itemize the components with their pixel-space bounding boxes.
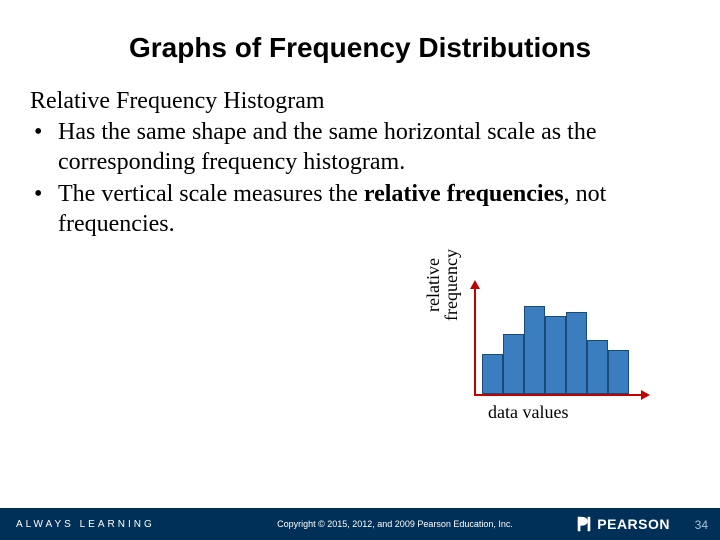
x-axis-label: data values — [488, 402, 568, 423]
bar — [587, 340, 608, 394]
slide: Graphs of Frequency Distributions Relati… — [0, 0, 720, 540]
bullet-list: Has the same shape and the same horizont… — [30, 117, 690, 239]
bar — [524, 306, 545, 394]
bar — [503, 334, 524, 394]
slide-number: 34 — [695, 518, 708, 532]
copyright-text: Copyright © 2015, 2012, and 2009 Pearson… — [155, 519, 576, 529]
slide-title: Graphs of Frequency Distributions — [0, 0, 720, 64]
bar — [608, 350, 629, 394]
bar — [545, 316, 566, 394]
y-axis — [474, 288, 476, 396]
bullet-text: The vertical scale measures the relative… — [58, 181, 606, 237]
bullet-item: The vertical scale measures the relative… — [30, 179, 690, 239]
bullet-item: Has the same shape and the same horizont… — [30, 117, 690, 177]
bar — [482, 354, 503, 394]
pearson-brand-text: PEARSON — [597, 516, 670, 532]
histogram-figure: relative frequency data values — [430, 280, 660, 450]
subheading: Relative Frequency Histogram — [30, 88, 690, 115]
y-axis-label: relative frequency — [424, 230, 460, 340]
chart-area — [474, 286, 644, 396]
x-axis — [474, 394, 642, 396]
footer-tagline: ALWAYS LEARNING — [0, 519, 155, 530]
bullet-text: Has the same shape and the same horizont… — [58, 119, 596, 175]
bars-container — [482, 306, 629, 394]
pearson-mark-icon — [575, 515, 593, 533]
content-area: Relative Frequency Histogram Has the sam… — [0, 64, 720, 239]
footer-bar: ALWAYS LEARNING Copyright © 2015, 2012, … — [0, 508, 720, 540]
bar — [566, 312, 587, 394]
